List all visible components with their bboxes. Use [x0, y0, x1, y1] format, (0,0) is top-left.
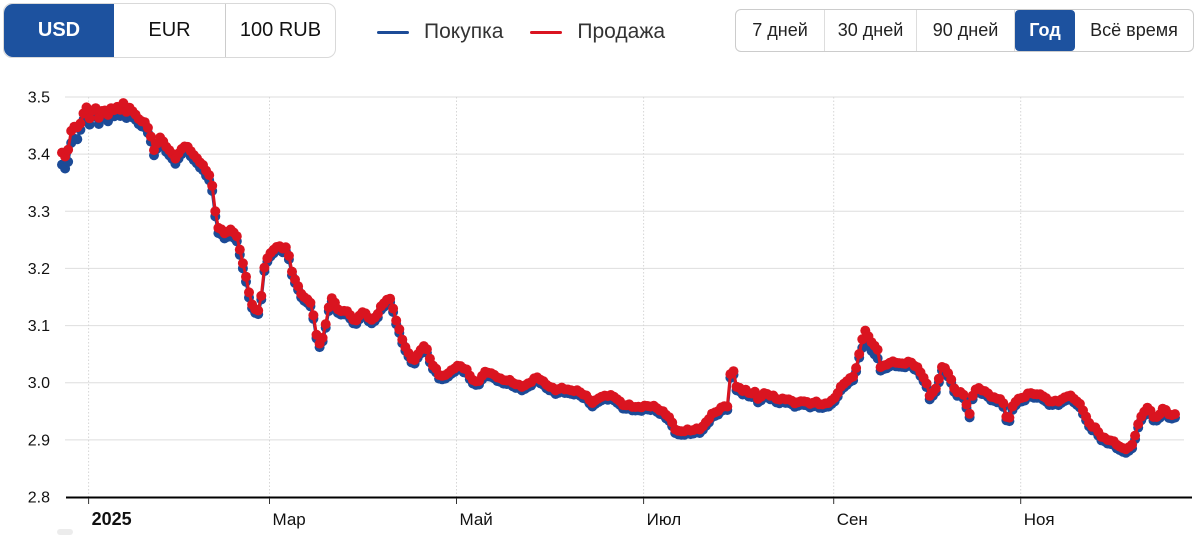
svg-text:3.1: 3.1 — [28, 318, 50, 335]
svg-text:Сен: Сен — [837, 510, 868, 529]
svg-text:3.2: 3.2 — [28, 261, 50, 278]
svg-text:Июл: Июл — [647, 510, 682, 529]
svg-text:3.4: 3.4 — [28, 147, 50, 164]
svg-text:3.3: 3.3 — [28, 204, 50, 221]
svg-text:2025: 2025 — [92, 509, 132, 529]
svg-text:2.8: 2.8 — [28, 490, 50, 507]
svg-text:3.0: 3.0 — [28, 375, 50, 392]
svg-text:3.5: 3.5 — [28, 90, 50, 107]
svg-text:Мар: Мар — [273, 510, 306, 529]
svg-text:2.9: 2.9 — [28, 432, 50, 449]
svg-text:Май: Май — [460, 510, 493, 529]
svg-text:Ноя: Ноя — [1024, 510, 1055, 529]
